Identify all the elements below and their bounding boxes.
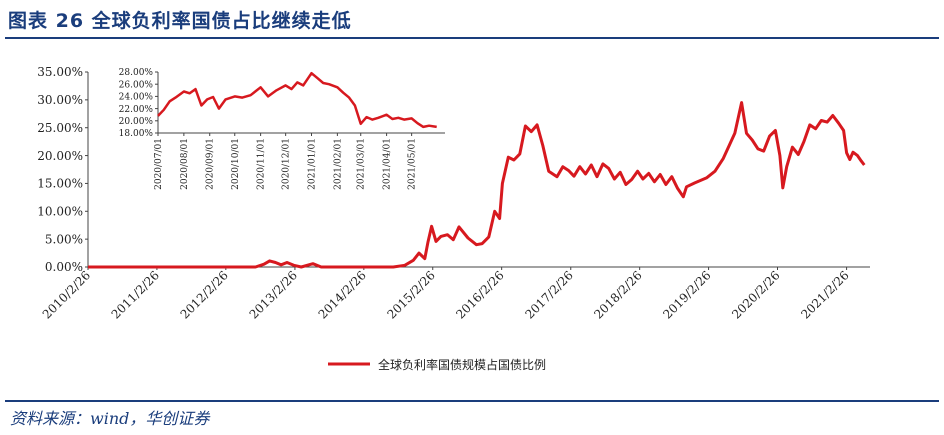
main-y-tick-label: 20.00% [37, 149, 83, 163]
main-x-tick-label-2010-2-26: 2010/2/26 [40, 268, 93, 321]
main-axes: 0.00% 5.00% 10.00% 15.00% 20.00% 25.00% 30.00%… [37, 65, 870, 322]
main-x-tick-label-2011-2-26: 2011/2/26 [109, 268, 162, 321]
inset-y-tick-label: 28.00% [119, 68, 154, 78]
inset-x-tick-label-2020-09-01: 2020/09/01 [206, 138, 216, 190]
line-chart: 0.00% 5.00% 10.00% 15.00% 20.00% 25.00% 30.00%… [37, 65, 870, 372]
inset-x-tick-label-2020-10-01: 2020/10/01 [231, 138, 241, 190]
inset-x-tick-label-2021-04-01: 2021/04/01 [383, 138, 393, 190]
inset-y-tick-label: 26.00% [119, 80, 154, 90]
inset-series [157, 71, 437, 129]
main-x-tick-label-2016-2-26: 2016/2/26 [453, 268, 506, 321]
main-x-tick-label-2018-2-26: 2018/2/26 [591, 268, 644, 321]
main-x-tick-label-2015-2-26: 2015/2/26 [384, 268, 437, 321]
source-note: 资料来源：wind，华创证券 [10, 409, 210, 428]
main-x-tick-label-2020-2-26: 2020/2/26 [729, 268, 782, 321]
inset-y-tick-label: 18.00% [119, 129, 154, 139]
inset-x-tick-label-2021-03-01: 2021/03/01 [357, 138, 367, 190]
inset-series-line-0 [157, 71, 437, 129]
legend-label: 全球负利率国债规模占国债比例 [378, 357, 546, 372]
main-y-tick-label: 10.00% [37, 204, 83, 218]
inset-x-tick-label-2021-05-01: 2021/05/01 [408, 138, 418, 190]
figure-header: 图表 26 全球负利率国债占比继续走低 [0, 0, 944, 40]
inset-y-tick-label: 24.00% [119, 93, 154, 103]
figure-title: 图表 26 全球负利率国债占比继续走低 [8, 10, 352, 32]
main-y-tick-label: 25.00% [37, 121, 83, 135]
inset-y-tick-label: 20.00% [119, 117, 154, 127]
main-x-tick-label-2012-2-26: 2012/2/26 [178, 268, 231, 321]
inset-x-tick-label-2021-02-01: 2021/02/01 [333, 138, 343, 190]
inset-x-tick-label-2021-01-01: 2021/01/01 [308, 138, 318, 190]
main-series-line-0 [88, 101, 866, 269]
inset-y-tick-label: 22.00% [119, 105, 154, 115]
header-rule [5, 37, 939, 39]
inset-axes: 18.00% 20.00% 22.00% 24.00% 26.00% 28.00% 2020… [119, 68, 445, 190]
main-y-tick-label: 5.00% [45, 232, 83, 246]
main-x-tick-label-2021-2-26: 2021/2/26 [798, 268, 851, 321]
main-y-tick-label: 30.00% [37, 93, 83, 107]
main-x-tick-label-2014-2-26: 2014/2/26 [316, 268, 369, 321]
main-y-tick-label: 0.00% [45, 260, 83, 274]
main-series [88, 101, 866, 269]
footer-rule [5, 400, 939, 402]
inset-x-tick-label-2020-11-01: 2020/11/01 [257, 138, 267, 190]
inset-x-tick-label-2020-08-01: 2020/08/01 [180, 138, 190, 190]
inset-x-tick-label-2020-07-01: 2020/07/01 [154, 138, 164, 190]
main-x-tick-label-2019-2-26: 2019/2/26 [660, 268, 713, 321]
inset-x-tick-label-2020-12-01: 2020/12/01 [282, 138, 292, 190]
main-x-tick-label-2013-2-26: 2013/2/26 [247, 268, 300, 321]
main-y-tick-label: 15.00% [37, 177, 83, 191]
chart-legend: 全球负利率国债规模占国债比例 [328, 357, 546, 372]
main-y-tick-label: 35.00% [37, 65, 83, 79]
main-x-tick-label-2017-2-26: 2017/2/26 [522, 268, 575, 321]
